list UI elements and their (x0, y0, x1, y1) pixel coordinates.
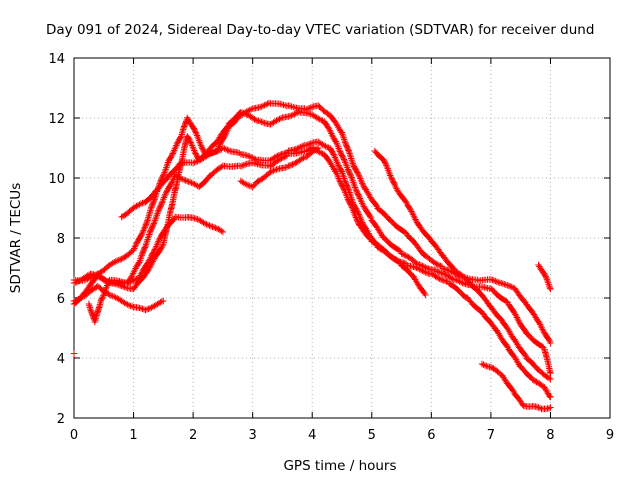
series-markers (478, 360, 554, 413)
series-markers (371, 147, 554, 383)
x-tick-label: 3 (249, 428, 257, 443)
series-trace-g (237, 144, 322, 191)
x-tick-label: 7 (487, 428, 495, 443)
data-series (70, 99, 554, 413)
x-axis-ticks: 0 1 2 3 4 5 6 7 8 9 (70, 58, 614, 443)
y-tick-label: 4 (57, 352, 65, 367)
y-tick-label: 14 (48, 52, 65, 67)
x-tick-label: 1 (129, 428, 137, 443)
y-tick-label: 10 (48, 172, 65, 187)
chart-title: Day 091 of 2024, Sidereal Day-to-day VTE… (46, 22, 594, 38)
y-axis-label: SDTVAR / TECUs (8, 183, 24, 293)
x-tick-label: 9 (606, 428, 614, 443)
outlier-marker (70, 350, 78, 357)
series-markers (535, 261, 554, 293)
x-tick-label: 4 (308, 428, 316, 443)
series-trace-h (371, 147, 554, 383)
series-trace-j (535, 261, 554, 293)
x-tick-label: 8 (546, 428, 554, 443)
y-tick-label: 6 (57, 292, 65, 307)
series-trace-e (85, 144, 429, 326)
series-markers (85, 144, 429, 326)
x-tick-label: 0 (70, 428, 78, 443)
y-tick-label: 8 (57, 232, 65, 247)
series-trace-f (118, 138, 554, 401)
x-tick-label: 2 (189, 428, 197, 443)
y-tick-label: 12 (48, 112, 65, 127)
series-markers (237, 144, 322, 191)
series-trace-i (478, 360, 554, 413)
y-tick-label: 2 (57, 412, 65, 427)
x-tick-label: 6 (427, 428, 435, 443)
x-axis-label: GPS time / hours (283, 458, 396, 474)
x-tick-label: 5 (368, 428, 376, 443)
series-markers (118, 138, 554, 401)
y-axis-ticks: 2 4 6 8 10 12 14 (48, 52, 610, 427)
